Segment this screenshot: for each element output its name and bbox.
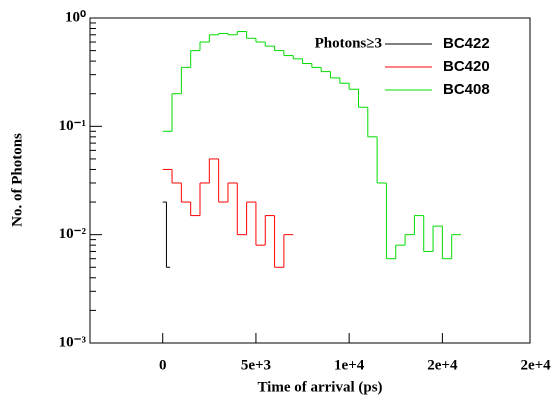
y-tick-label: 10⁻²	[59, 226, 87, 242]
x-tick-label: 5e+3	[241, 357, 271, 373]
legend-title: Photons≥3	[315, 35, 382, 51]
x-axis-label: Time of arrival (ps)	[257, 379, 382, 395]
legend-label: BC420	[443, 58, 490, 75]
y-tick-label: 10⁻³	[59, 334, 87, 350]
legend-label: BC408	[443, 81, 490, 98]
plot-frame	[89, 17, 531, 344]
y-tick-label: 10⁰	[65, 9, 86, 25]
y-axis-label: No. of Photons	[9, 133, 25, 227]
x-tick-label: 0	[159, 357, 167, 373]
x-tick-label: 2e+4	[427, 357, 458, 373]
legend-label: BC422	[443, 35, 490, 52]
x-tick-label: 1e+4	[334, 357, 365, 373]
x-tick-label: 2e+4	[520, 357, 551, 373]
y-tick-label: 10⁻¹	[59, 118, 86, 134]
